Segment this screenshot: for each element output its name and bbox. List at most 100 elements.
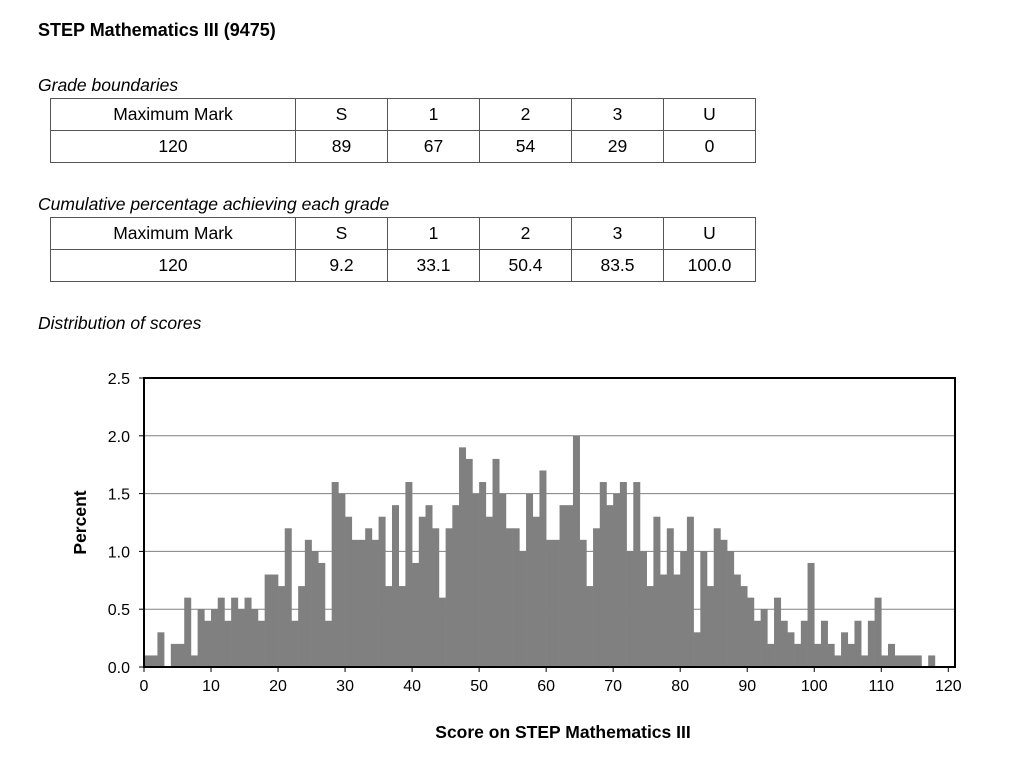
table-cell: 50.4 — [479, 249, 572, 282]
histogram-bar — [157, 632, 165, 667]
histogram-bar — [707, 586, 715, 667]
histogram-bar — [566, 505, 574, 667]
histogram-bar — [492, 458, 500, 667]
y-tick-label: 2.5 — [108, 371, 130, 388]
table-header-cell: 2 — [479, 98, 572, 131]
table-header-cell: U — [663, 217, 756, 250]
histogram-bar — [887, 643, 895, 667]
histogram-bar — [291, 620, 299, 667]
bars — [144, 435, 936, 667]
x-tick-label: 40 — [403, 678, 421, 695]
histogram-bar — [271, 574, 279, 667]
histogram-bar — [807, 562, 815, 667]
table-cell: 29 — [571, 130, 664, 163]
histogram-bar — [465, 458, 473, 667]
histogram-bar — [867, 620, 875, 667]
table-cell: 33.1 — [387, 249, 480, 282]
histogram-bar — [727, 551, 735, 667]
table-header-cell: 1 — [387, 98, 480, 131]
table-header-row: Maximum Mark S 1 2 3 U — [50, 217, 756, 250]
histogram-bar — [747, 597, 755, 667]
histogram-bar — [579, 539, 587, 667]
histogram-bar — [452, 505, 460, 667]
histogram-bar — [720, 539, 728, 667]
table-row: 120 9.2 33.1 50.4 83.5 100.0 — [50, 249, 756, 282]
histogram-bar — [211, 609, 219, 667]
histogram-bar — [304, 539, 312, 667]
histogram-bar — [861, 655, 869, 667]
cumulative-table: Maximum Mark S 1 2 3 U 120 9.2 33.1 50.4… — [50, 217, 756, 282]
histogram-bar — [733, 574, 741, 667]
x-tick-label: 60 — [537, 678, 555, 695]
page-title: STEP Mathematics III (9475) — [38, 20, 276, 40]
histogram-bar — [311, 551, 319, 667]
y-tick-label: 1.0 — [108, 544, 130, 561]
histogram-bar — [800, 620, 808, 667]
histogram-bar — [412, 562, 420, 667]
y-tick-label: 1.5 — [108, 487, 130, 504]
histogram-bar — [760, 609, 768, 667]
histogram-bar — [405, 482, 413, 667]
histogram-bar — [244, 597, 252, 667]
histogram-bar — [519, 551, 527, 667]
histogram-bar — [499, 493, 507, 667]
histogram-bar — [700, 551, 708, 667]
histogram-bar — [190, 655, 198, 667]
histogram-bar — [418, 516, 426, 667]
histogram-bar — [539, 470, 547, 667]
histogram-bar — [572, 435, 580, 667]
histogram-bar — [901, 655, 909, 667]
histogram-bar — [331, 482, 339, 667]
histogram-bar — [324, 620, 332, 667]
histogram-bar — [459, 447, 467, 667]
histogram-bar — [318, 562, 326, 667]
x-tick-label: 110 — [869, 678, 895, 695]
histogram-bar — [512, 528, 520, 667]
x-axis-label: Score on STEP Mathematics III — [435, 722, 690, 742]
table-header-cell: S — [295, 98, 388, 131]
histogram-bar — [666, 528, 674, 667]
histogram-bar — [445, 528, 453, 667]
histogram-bar — [358, 539, 366, 667]
table-header-cell: U — [663, 98, 756, 131]
histogram-bar — [204, 620, 212, 667]
histogram-bar — [278, 586, 286, 667]
y-axis-ticks: 0.0 0.5 1.0 1.5 2.0 2.5 — [108, 371, 144, 677]
histogram-bar — [526, 493, 534, 667]
table-row: 120 89 67 54 29 0 — [50, 130, 756, 163]
x-tick-label: 120 — [935, 678, 962, 695]
table-cell: 120 — [50, 249, 296, 282]
histogram-bar — [479, 482, 487, 667]
histogram-bar — [197, 609, 205, 667]
histogram-bar — [633, 482, 641, 667]
histogram-bar — [767, 643, 775, 667]
histogram-bar — [874, 597, 882, 667]
histogram-bar — [485, 516, 493, 667]
x-tick-label: 100 — [801, 678, 828, 695]
histogram-bar — [606, 505, 614, 667]
plot-frame — [143, 377, 956, 668]
table-header-cell: 2 — [479, 217, 572, 250]
y-tick-label: 0.0 — [108, 660, 130, 677]
histogram-bar — [586, 586, 594, 667]
y-tick-label: 0.5 — [108, 602, 130, 619]
distribution-heading: Distribution of scores — [38, 313, 202, 333]
histogram-bar — [787, 632, 795, 667]
histogram-bar — [438, 597, 446, 667]
x-tick-label: 10 — [202, 678, 220, 695]
histogram-bar — [177, 643, 185, 667]
histogram-bar — [914, 655, 922, 667]
histogram-bar — [854, 620, 862, 667]
histogram-bar — [713, 528, 721, 667]
histogram-bar — [532, 516, 540, 667]
table-header-row: Maximum Mark S 1 2 3 U — [50, 98, 756, 131]
histogram-bar — [552, 539, 560, 667]
histogram-bar — [613, 493, 621, 667]
histogram-bar — [653, 516, 661, 667]
grade-boundaries-table: Maximum Mark S 1 2 3 U 120 89 67 54 29 0 — [50, 98, 756, 163]
histogram-bar — [284, 528, 292, 667]
histogram-bar — [740, 586, 748, 667]
histogram-bar — [385, 586, 393, 667]
histogram-bar — [841, 632, 849, 667]
histogram-bar — [546, 539, 554, 667]
